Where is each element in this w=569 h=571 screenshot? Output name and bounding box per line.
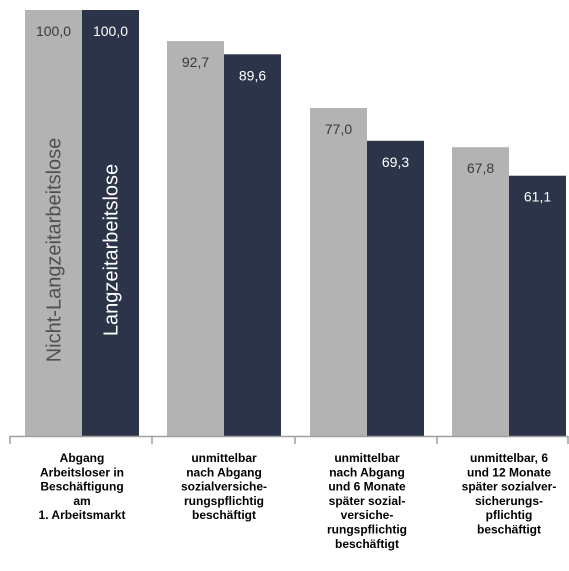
- category-label-1-line-4: am: [73, 494, 90, 508]
- bar-nicht-langzeit-3: [310, 107, 367, 436]
- bars-group: 100,0 92,7 77,0 67,8 100,0 89,6 69,3 61,1: [25, 10, 566, 437]
- bar-langzeit-1: [82, 10, 139, 436]
- category-label-1-line-3: Beschäftigung: [40, 480, 123, 494]
- category-label-4-line-3: später sozialver-: [462, 480, 557, 494]
- category-label-4-line-4: sicherungs-: [475, 494, 543, 508]
- data-label: 77,0: [325, 121, 352, 137]
- category-label-3-line-6: rungspflichtig: [327, 523, 407, 537]
- category-label-3-line-7: beschäftigt: [335, 537, 399, 551]
- category-label-4-line-2: und 12 Monate: [467, 465, 551, 479]
- bar-nicht-langzeit-1: [25, 10, 82, 436]
- data-label: 61,1: [524, 189, 551, 205]
- series-name-langzeitarbeitslose: Langzeitarbeitslose: [101, 164, 123, 336]
- category-label-3-line-3: und 6 Monate: [328, 480, 406, 494]
- category-label-2-line-5: beschäftigt: [192, 508, 256, 522]
- category-label-1-line-2: Arbeitsloser in: [40, 465, 124, 479]
- category-label-3-line-2: nach Abgang: [329, 465, 405, 479]
- x-axis: [9, 435, 569, 444]
- bar-langzeit-3: [367, 140, 424, 437]
- bar-langzeit-4: [509, 175, 566, 437]
- category-label-2-line-4: rungspflichtig: [184, 494, 264, 508]
- category-label-4-line-5: pflichtig: [486, 508, 533, 522]
- category-label-1-line-1: Abgang: [60, 451, 105, 465]
- data-label: 92,7: [182, 54, 209, 70]
- category-label-3-line-5: versiche-: [341, 508, 394, 522]
- category-label-3-line-4: später sozial-: [329, 494, 406, 508]
- category-label-2-line-3: sozialversiche-: [181, 480, 267, 494]
- category-label-1-line-5: 1. Arbeitsmarkt: [39, 508, 126, 522]
- category-label-4-line-1: unmittelbar, 6: [470, 451, 548, 465]
- data-label: 100,0: [36, 23, 71, 39]
- category-label-2-line-2: nach Abgang: [186, 465, 262, 479]
- bar-nicht-langzeit-2: [167, 41, 224, 437]
- category-label-2-line-1: unmittelbar: [191, 451, 257, 465]
- category-label-4-line-6: beschäftigt: [477, 523, 541, 537]
- bar-nicht-langzeit-4: [452, 147, 509, 436]
- bar-langzeit-2: [224, 54, 281, 436]
- data-label: 69,3: [382, 154, 409, 170]
- data-label: 100,0: [93, 23, 128, 39]
- series-name-nicht-langzeitarbeitslose: Nicht-Langzeitarbeitslose: [44, 138, 66, 363]
- series-labels-group: Nicht-Langzeitarbeitslose Langzeitarbeits…: [44, 138, 123, 363]
- data-label: 89,6: [239, 67, 266, 83]
- category-label-3-line-1: unmittelbar: [334, 451, 400, 465]
- data-label: 67,8: [467, 160, 494, 176]
